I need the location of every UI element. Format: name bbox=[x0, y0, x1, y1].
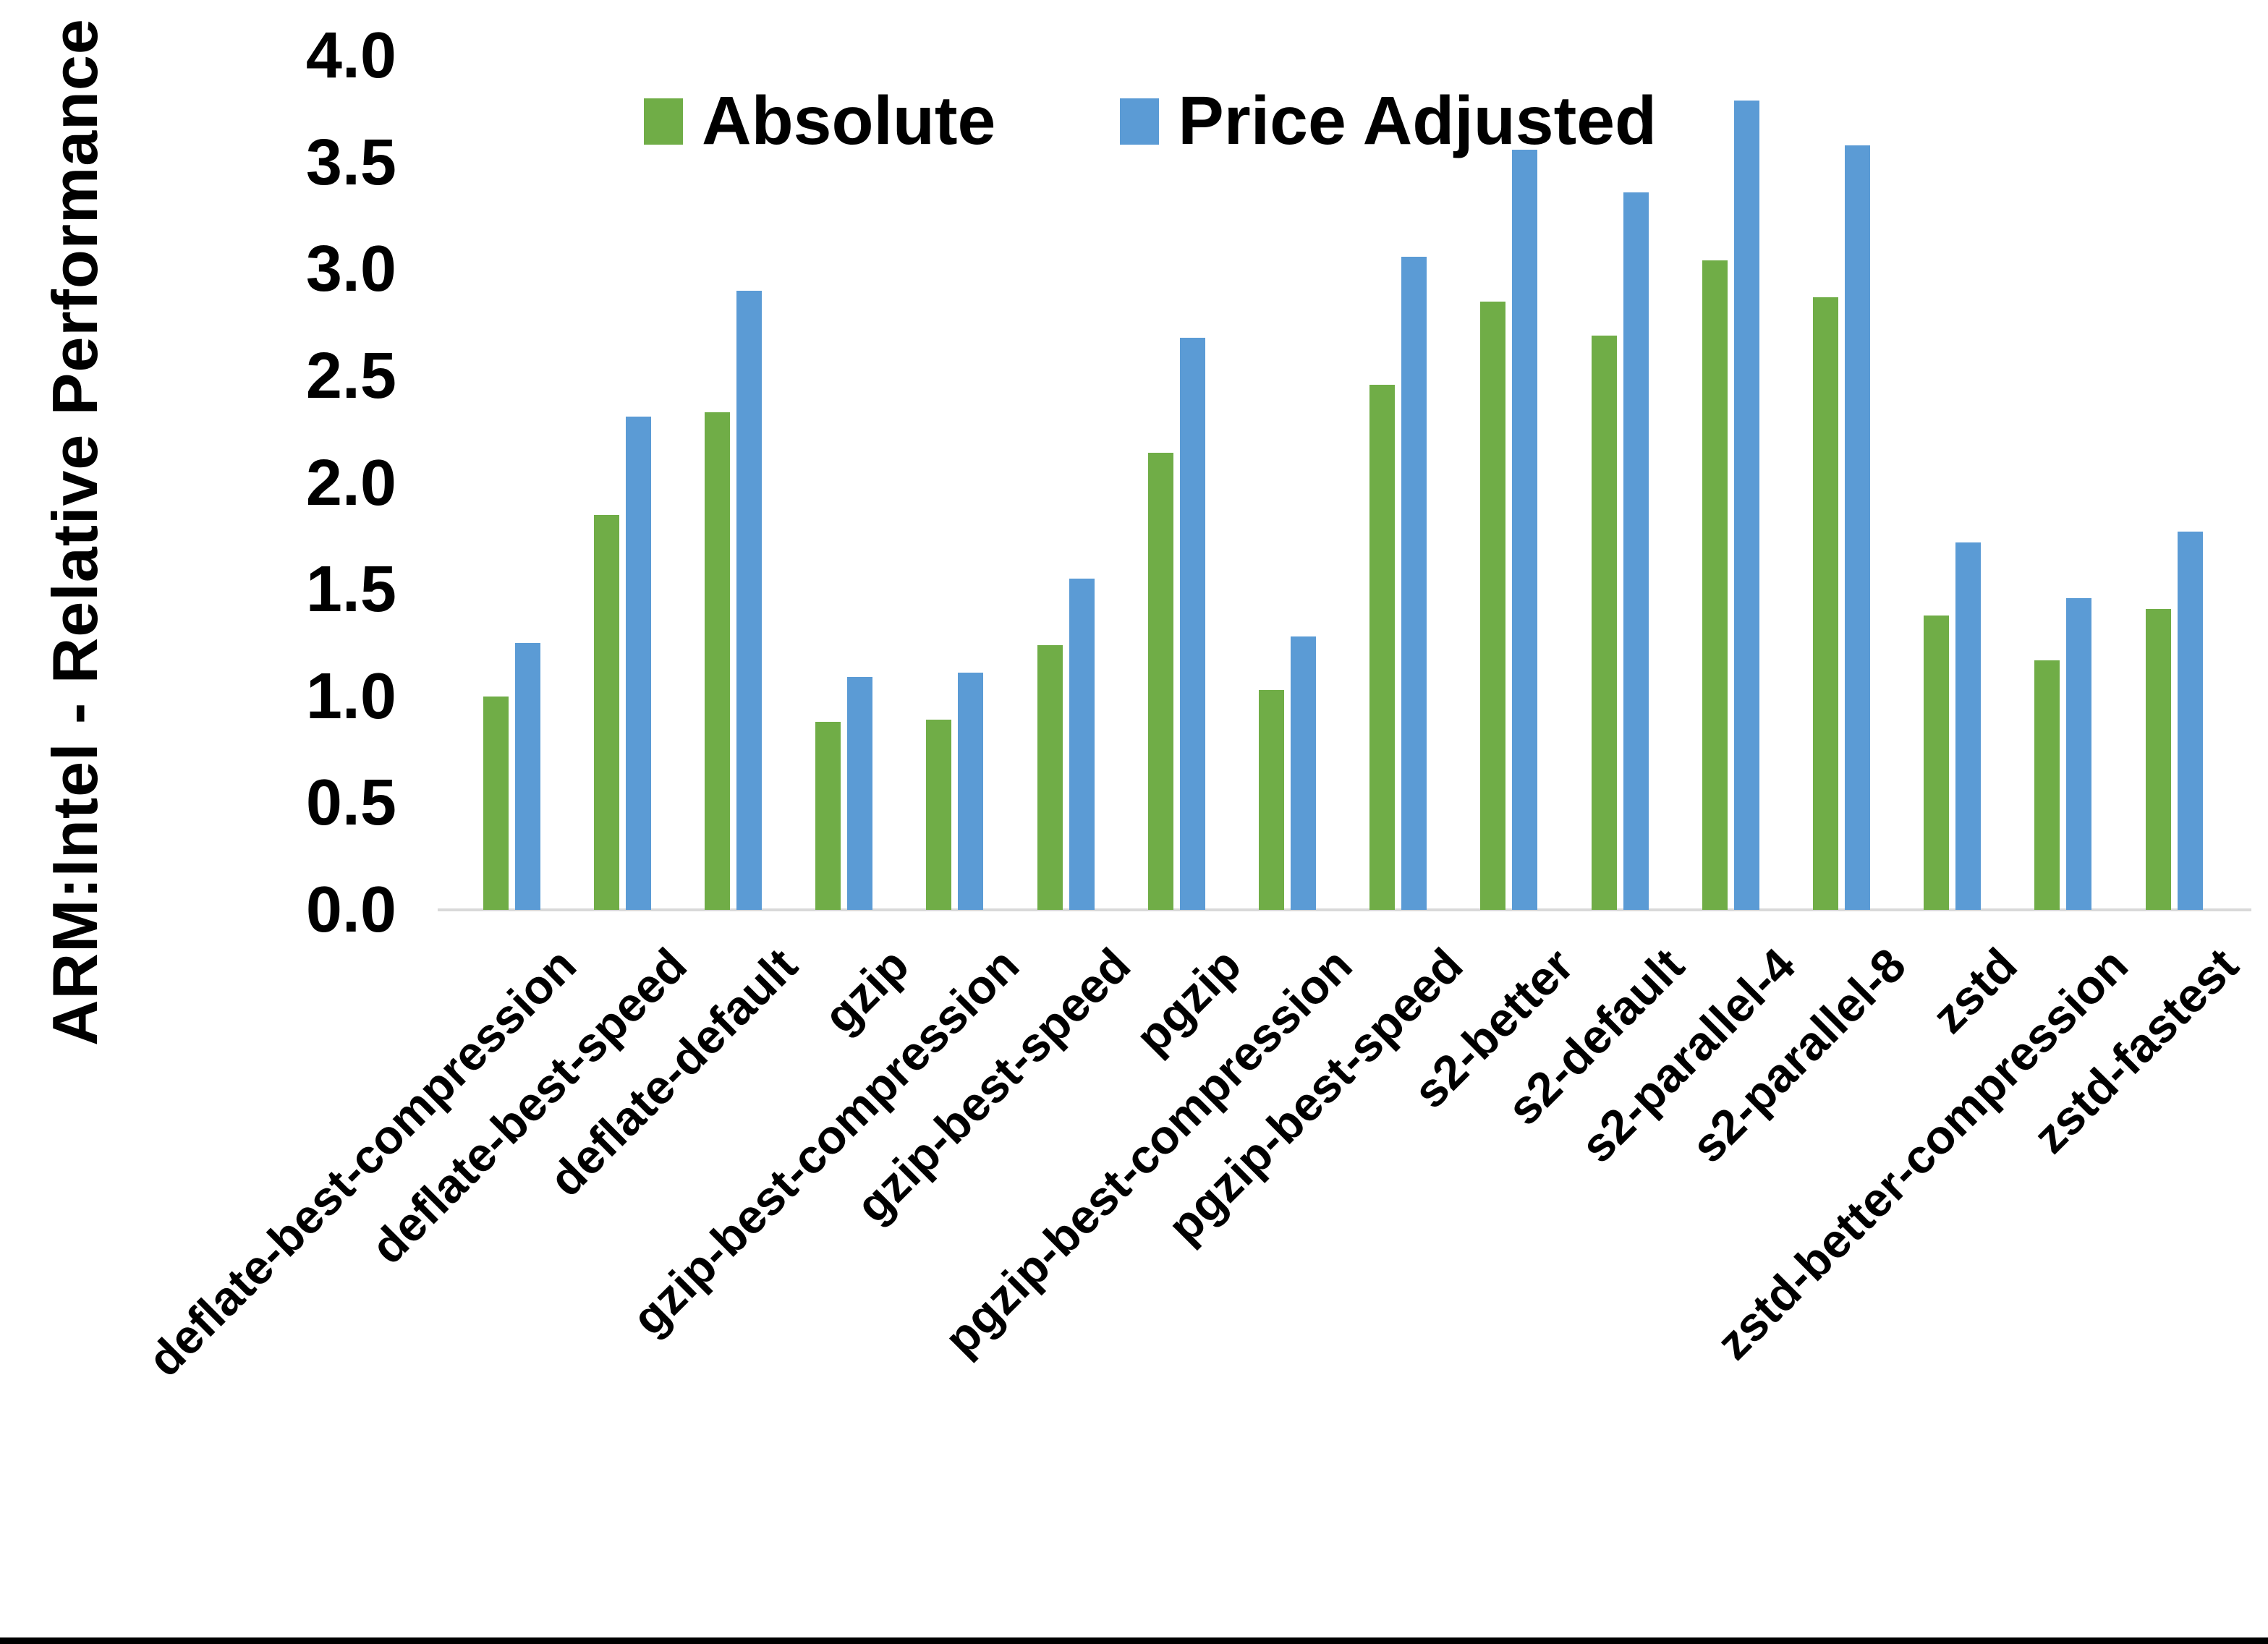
bar-price-adjusted-gzip-best-compression bbox=[958, 673, 984, 910]
bar-absolute-zstd-better-compression bbox=[2034, 660, 2060, 910]
bar-price-adjusted-gzip-best-speed bbox=[1069, 579, 1095, 910]
y-tick-label: 3.5 bbox=[305, 126, 396, 199]
bar-price-adjusted-pgzip bbox=[1179, 338, 1205, 910]
y-tick-label: 4.0 bbox=[305, 20, 396, 92]
y-axis-title: ARM:Intel - Relative Performance bbox=[39, 18, 111, 1046]
bar-absolute-pgzip-best-speed bbox=[1369, 385, 1396, 910]
y-tick-label: 0.5 bbox=[305, 767, 396, 840]
bar-price-adjusted-deflate-default bbox=[736, 291, 762, 910]
bar-price-adjusted-pgzip-best-speed bbox=[1401, 257, 1427, 910]
bar-absolute-gzip bbox=[815, 722, 841, 910]
legend-label-absolute: Absolute bbox=[702, 82, 996, 159]
x-axis-line bbox=[438, 908, 2251, 911]
bar-absolute-s2-better bbox=[1480, 302, 1506, 910]
bar-absolute-deflate-best-compression bbox=[483, 697, 509, 910]
bar-absolute-s2-parallel-8 bbox=[1812, 297, 1838, 910]
y-tick-label: 0.0 bbox=[305, 874, 396, 946]
bar-price-adjusted-s2-parallel-8 bbox=[1844, 145, 1870, 910]
bar-price-adjusted-deflate-best-speed bbox=[625, 417, 651, 910]
legend-swatch-price-adjusted bbox=[1120, 98, 1160, 145]
bar-absolute-pgzip bbox=[1147, 453, 1173, 910]
bar-price-adjusted-s2-parallel-4 bbox=[1733, 101, 1759, 910]
x-tick-label: deflate-best-compression bbox=[137, 937, 586, 1387]
bar-absolute-gzip-best-speed bbox=[1037, 645, 1063, 910]
bar-absolute-s2-parallel-4 bbox=[1702, 260, 1728, 910]
bar-absolute-deflate-best-speed bbox=[593, 515, 619, 910]
bar-price-adjusted-pgzip-best-compression bbox=[1290, 636, 1316, 910]
bar-price-adjusted-zstd bbox=[1955, 542, 1982, 910]
bar-price-adjusted-s2-better bbox=[1512, 150, 1538, 910]
bar-price-adjusted-zstd-better-compression bbox=[2066, 598, 2092, 910]
legend-label-price-adjusted: Price Adjusted bbox=[1178, 82, 1657, 159]
legend: Absolute Price Adjusted bbox=[644, 87, 1657, 156]
bar-absolute-s2-default bbox=[1591, 336, 1617, 910]
bar-price-adjusted-gzip bbox=[847, 677, 873, 910]
bar-price-adjusted-s2-default bbox=[1623, 192, 1649, 910]
y-tick-label: 1.0 bbox=[305, 660, 396, 733]
legend-swatch-absolute bbox=[644, 98, 683, 145]
y-tick-label: 2.5 bbox=[305, 339, 396, 412]
y-tick-label: 1.5 bbox=[305, 553, 396, 626]
bar-absolute-zstd bbox=[1924, 616, 1950, 910]
bar-absolute-gzip-best-compression bbox=[926, 720, 952, 910]
bar-absolute-zstd-fastest bbox=[2145, 609, 2171, 910]
bottom-border bbox=[0, 1637, 2268, 1644]
bar-price-adjusted-zstd-fastest bbox=[2177, 532, 2203, 910]
bar-absolute-pgzip-best-compression bbox=[1258, 690, 1284, 910]
bar-absolute-deflate-default bbox=[704, 412, 730, 910]
y-tick-label: 2.0 bbox=[305, 446, 396, 519]
y-tick-label: 3.0 bbox=[305, 233, 396, 306]
bar-price-adjusted-deflate-best-compression bbox=[514, 643, 540, 910]
